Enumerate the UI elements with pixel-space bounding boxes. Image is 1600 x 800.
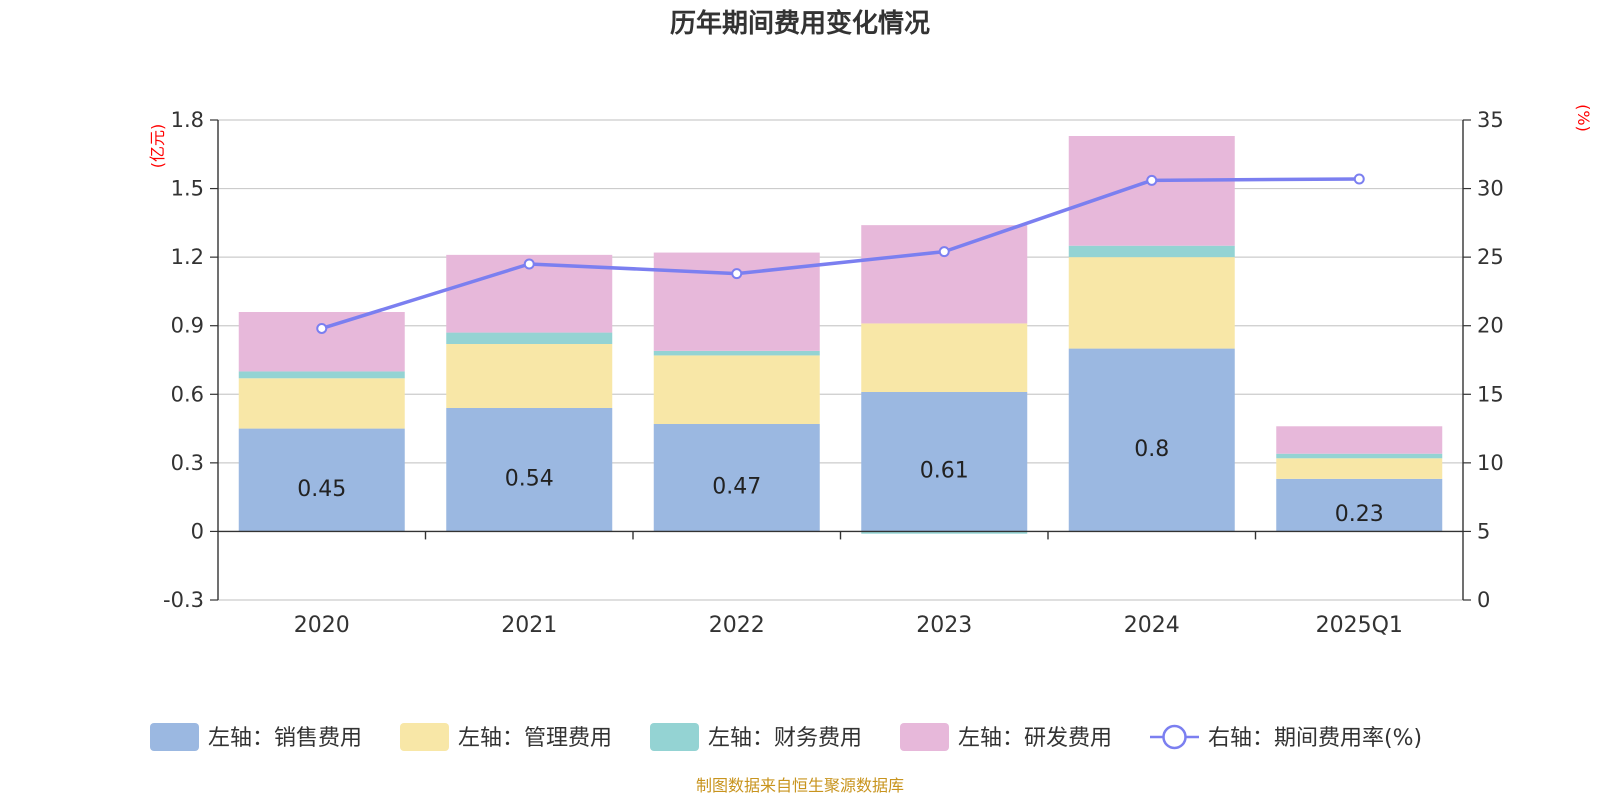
right-axis-tick-label: 0: [1477, 588, 1490, 612]
bar-segment: [238, 378, 405, 429]
bar-segment: [1068, 348, 1235, 532]
right-axis-unit: (%): [1574, 104, 1593, 132]
legend-label-sales: 左轴：销售费用: [208, 726, 362, 751]
x-axis-category-label: 2023: [916, 613, 972, 638]
bar-segment: [238, 312, 405, 372]
bar-value-label: 0.61: [920, 459, 969, 484]
bar-segment: [653, 355, 820, 424]
bar-segment: [861, 323, 1028, 392]
legend-swatch-finance: [650, 723, 699, 751]
rate-point-marker[interactable]: [316, 322, 328, 334]
bar-segment: [861, 531, 1028, 534]
right-axis-tick-label: 20: [1477, 314, 1504, 338]
x-axis-category-label: 2025Q1: [1316, 613, 1403, 638]
left-axis-tick-label: 1.2: [171, 245, 204, 269]
right-axis-tick-label: 15: [1477, 382, 1504, 406]
axes: -0.3 0 0.3 0.6 0.9 1.2 1.5 1.8 0 5 10 15 20 25 30 35 202…: [163, 108, 1504, 638]
bar-segment: [238, 371, 405, 379]
x-axis-category-label: 2020: [294, 613, 350, 638]
left-axis-tick-label: 0.3: [171, 451, 204, 475]
left-axis-tick-label: 1.8: [171, 108, 204, 132]
bar-segment: [1276, 478, 1443, 532]
rate-line: [316, 173, 1365, 334]
bar-segment: [1276, 453, 1443, 459]
right-axis-tick-label: 30: [1477, 177, 1504, 201]
left-axis-tick-label: 1.5: [171, 177, 204, 201]
bar-value-label: 0.8: [1134, 437, 1169, 462]
legend-item-rate[interactable]: 右轴：期间费用率(%): [1150, 724, 1422, 751]
left-axis-unit: (亿元): [148, 124, 167, 169]
legend-item-sales[interactable]: 左轴：销售费用: [150, 723, 362, 751]
chart-title: 历年期间费用变化情况: [670, 8, 930, 39]
rate-point-marker[interactable]: [1146, 174, 1158, 186]
x-axis-category-label: 2024: [1124, 613, 1180, 638]
grid-lines: [218, 119, 1463, 601]
rate-series-line: [321, 177, 1360, 331]
bar-segment: [446, 332, 613, 344]
bar-value-label: 0.47: [712, 475, 761, 500]
rate-point-marker[interactable]: [523, 258, 535, 270]
bar-segment: [861, 392, 1028, 532]
source-note: 制图数据来自恒生聚源数据库: [696, 776, 904, 795]
legend-swatch-sales: [150, 723, 199, 751]
right-axis-tick-label: 5: [1477, 519, 1490, 543]
bar-segment: [1068, 257, 1235, 349]
legend-label-rate: 右轴：期间费用率(%): [1208, 726, 1422, 751]
legend[interactable]: 左轴：销售费用 左轴：管理费用 左轴：财务费用 左轴：研发费用 右轴：期间费用率…: [150, 723, 1422, 751]
value-labels: 0.45 0.54 0.47 0.61 0.8 0.23: [297, 437, 1383, 527]
bar-segment: [1068, 245, 1235, 258]
bar-value-label: 0.54: [505, 467, 554, 492]
rate-point-marker[interactable]: [1353, 173, 1365, 185]
rate-point-marker[interactable]: [731, 268, 743, 280]
bar-segment: [653, 350, 820, 356]
legend-item-rd[interactable]: 左轴：研发费用: [900, 723, 1112, 751]
rate-point-marker[interactable]: [938, 246, 950, 258]
legend-label-rd: 左轴：研发费用: [958, 726, 1112, 751]
legend-label-admin: 左轴：管理费用: [458, 726, 612, 751]
bar-value-label: 0.45: [297, 477, 346, 502]
right-axis-tick-label: 25: [1477, 245, 1504, 269]
x-axis-category-label: 2021: [501, 613, 557, 638]
bar-segment: [1068, 136, 1235, 246]
legend-swatch-admin: [400, 723, 449, 751]
left-axis-tick-label: 0.9: [171, 314, 204, 338]
legend-swatch-rd: [900, 723, 949, 751]
bar-value-label: 0.23: [1335, 502, 1384, 527]
left-axis-tick-label: -0.3: [163, 588, 204, 612]
bar-segment: [446, 408, 613, 532]
left-axis-tick-label: 0.6: [171, 382, 204, 406]
right-axis-tick-label: 10: [1477, 451, 1504, 475]
x-axis-category-label: 2022: [709, 613, 765, 638]
right-axis-tick-label: 35: [1477, 108, 1504, 132]
bar-segment: [238, 428, 405, 532]
bars: [238, 136, 1443, 534]
bar-segment: [1276, 426, 1443, 454]
bar-segment: [1276, 458, 1443, 479]
legend-swatch-rate-marker: [1162, 724, 1187, 750]
legend-item-admin[interactable]: 左轴：管理费用: [400, 723, 612, 751]
bar-segment: [446, 344, 613, 408]
bar-segment: [861, 225, 1028, 324]
legend-label-finance: 左轴：财务费用: [708, 726, 862, 751]
left-axis-tick-label: 0: [191, 519, 204, 543]
legend-item-finance[interactable]: 左轴：财务费用: [650, 723, 862, 751]
bar-segment: [653, 424, 820, 532]
